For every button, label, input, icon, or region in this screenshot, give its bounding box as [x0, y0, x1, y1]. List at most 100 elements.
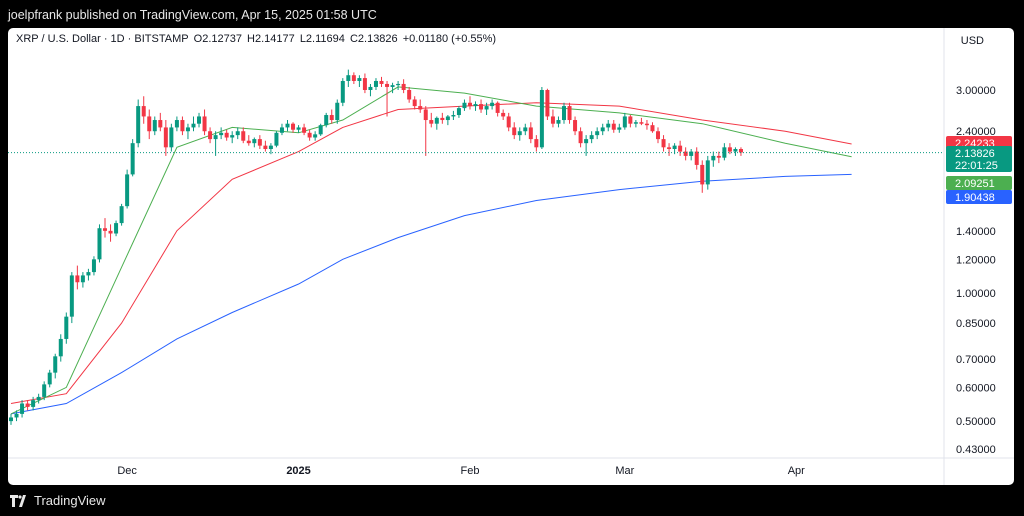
candle-body — [628, 116, 633, 124]
candle-body — [539, 90, 544, 148]
candle-body — [661, 139, 666, 148]
candle-body — [644, 123, 649, 126]
candle-body — [141, 106, 146, 117]
candle-body — [47, 372, 52, 385]
candle-body — [396, 83, 401, 86]
candle-body — [335, 102, 340, 121]
currency-label[interactable]: USD — [960, 35, 984, 47]
candle-body — [562, 106, 566, 121]
candle-body — [147, 116, 152, 132]
candle-body — [152, 120, 157, 132]
candle-body — [346, 75, 351, 81]
candle-body — [490, 102, 495, 107]
candle-body — [80, 275, 85, 283]
candle-body — [440, 117, 445, 121]
candle-body — [368, 86, 373, 90]
ma-mid-line — [10, 102, 852, 404]
candle-body — [700, 164, 705, 185]
candle-body — [42, 384, 47, 397]
candle-body — [567, 106, 572, 121]
candle-body — [650, 125, 655, 132]
candle-body — [462, 102, 467, 109]
candle-body — [130, 143, 135, 175]
candle-body — [97, 228, 102, 260]
candle-body — [25, 403, 30, 407]
tradingview-logo-icon — [10, 494, 26, 507]
x-tick-label: Feb — [461, 465, 480, 477]
candle-body — [407, 90, 412, 100]
candle-body — [545, 90, 550, 117]
candle-body — [103, 228, 108, 231]
footer: TradingView — [10, 493, 106, 508]
published-text: joelpfrank published on TradingView.com,… — [8, 8, 377, 22]
candle-body — [528, 127, 533, 140]
candle-body — [241, 131, 246, 141]
candle-body — [738, 149, 743, 153]
candle-body — [517, 131, 522, 136]
candle-body — [506, 116, 511, 128]
candle-body — [313, 134, 318, 138]
price-label-text: 2.13826 — [955, 148, 995, 160]
price-label-text: 2.09251 — [955, 178, 995, 190]
candle-body — [385, 83, 390, 87]
candle-body — [351, 75, 356, 81]
candle-body — [36, 396, 41, 401]
legend-close: C2.13826 — [349, 33, 398, 45]
candle-body — [595, 131, 600, 136]
candle-body — [53, 356, 58, 373]
candle-body — [456, 108, 461, 116]
candle-body — [174, 120, 179, 128]
y-tick-label: 0.70000 — [956, 354, 996, 366]
candle-body — [584, 139, 589, 144]
chart-panel[interactable]: 3.00000 2.40000 1.40000 1.20000 1.00000 0.850… — [8, 28, 1014, 485]
candle-body — [58, 338, 63, 357]
candle-body — [64, 316, 69, 339]
candlestick-chart[interactable]: 3.00000 2.40000 1.40000 1.20000 1.00000 0.850… — [8, 28, 1014, 485]
candle-body — [694, 151, 699, 165]
candle-body — [711, 155, 716, 161]
candle-body — [69, 275, 74, 317]
candle-body — [622, 116, 627, 128]
legend-symbol: XRP / U.S. Dollar · 1D · BITSTAMP — [16, 33, 189, 45]
candle-body — [467, 102, 472, 107]
candle-body — [534, 139, 539, 148]
candle-body — [379, 80, 384, 84]
candle-body — [727, 147, 732, 152]
candle-body — [617, 127, 622, 130]
legend-low: L2.11694 — [299, 33, 345, 45]
candle-body — [125, 174, 130, 207]
x-tick-label: 2025 — [286, 465, 310, 477]
candle-body — [279, 127, 284, 133]
candle-body — [169, 127, 174, 148]
footer-brand: TradingView — [34, 493, 106, 508]
legend-open: O2.12737 — [193, 33, 242, 45]
y-tick-label: 1.40000 — [956, 226, 996, 238]
price-label-box — [946, 190, 1012, 204]
candle-body — [340, 80, 345, 103]
candle-body — [600, 127, 605, 132]
candle-body — [20, 403, 25, 414]
candle-body — [362, 78, 367, 90]
y-tick-label: 0.43000 — [956, 444, 996, 456]
candle-body — [230, 135, 235, 138]
candle-body — [318, 125, 323, 135]
candle-body — [479, 104, 484, 110]
candle-body — [512, 127, 517, 136]
candle-body — [689, 151, 694, 156]
candle-body — [114, 223, 119, 234]
candle-body — [252, 139, 257, 144]
candle-body — [268, 145, 273, 150]
candle-body — [556, 120, 561, 124]
candle-body — [108, 230, 113, 234]
candle-body — [683, 151, 688, 156]
candle-body — [136, 106, 141, 144]
candle-body — [296, 127, 301, 130]
candle-body — [357, 78, 362, 81]
candle-body — [578, 131, 583, 144]
price-label-box — [946, 176, 1012, 190]
candle-body — [302, 127, 307, 133]
candle-body — [158, 120, 163, 128]
y-tick-label: 1.20000 — [956, 254, 996, 266]
candle-body — [329, 115, 334, 121]
candle-body — [263, 145, 268, 150]
